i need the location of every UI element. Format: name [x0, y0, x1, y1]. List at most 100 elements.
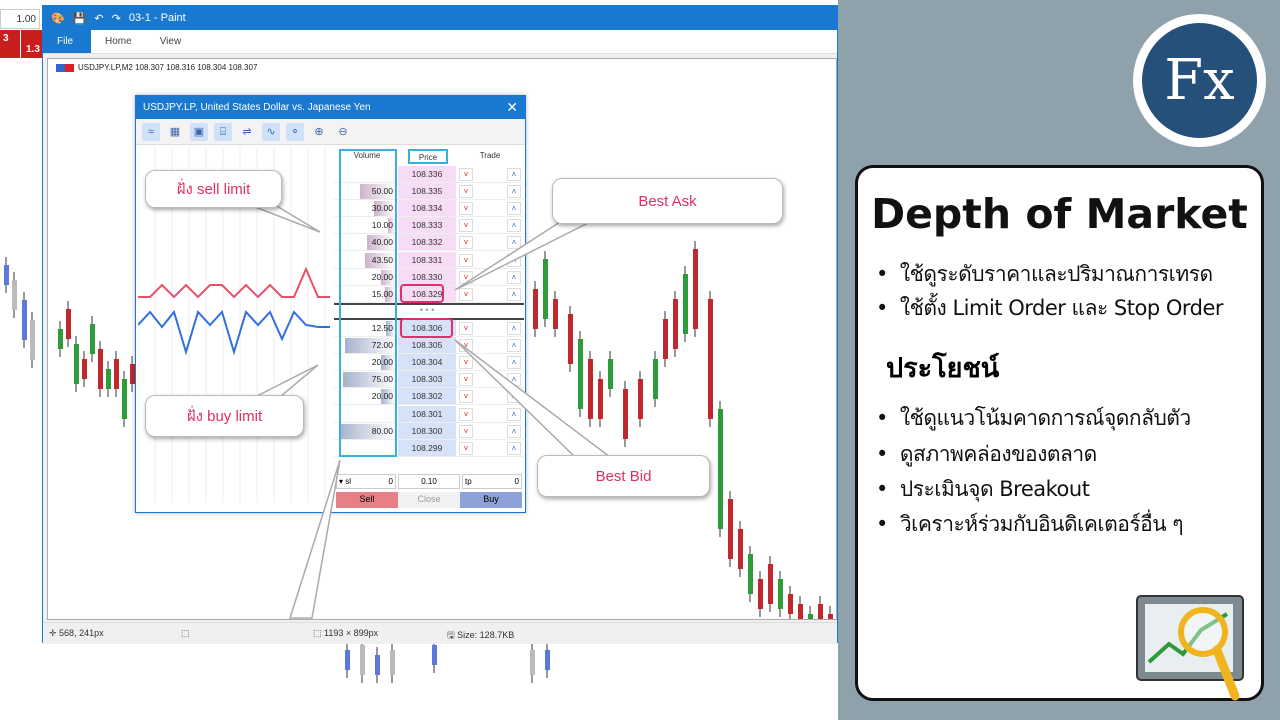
sell-limit-button[interactable]: ˅ — [459, 253, 473, 267]
sell-limit-button[interactable]: ˅ — [459, 287, 473, 301]
buy-button[interactable]: Buy — [460, 492, 522, 508]
candle — [12, 272, 17, 318]
volume-bar — [360, 184, 395, 200]
price-cell: 108.304 — [398, 354, 456, 371]
zoom-out-icon[interactable]: ⊖ — [338, 125, 348, 138]
close-button[interactable]: ✕ — [506, 99, 518, 115]
tab-home[interactable]: Home — [105, 36, 132, 47]
redo-icon[interactable]: ↷ — [111, 12, 121, 25]
table-clock-icon[interactable]: ▦ — [169, 125, 181, 138]
candle — [122, 371, 127, 427]
sell-button[interactable]: Sell — [336, 492, 398, 508]
buy-limit-button[interactable]: ˄ — [507, 322, 521, 335]
buy-limit-button[interactable]: ˄ — [507, 441, 521, 455]
buy-limit-button[interactable]: ˄ — [507, 407, 521, 421]
chart-symbol-info: USDJPY.LP,M2 108.307 108.316 108.304 108… — [78, 63, 258, 72]
buy-limit-button[interactable]: ˄ — [507, 424, 521, 438]
chart-icon[interactable]: ≈ — [142, 122, 160, 141]
ask-row: 108.336 ˅ ˄ — [334, 166, 524, 183]
tab-file[interactable]: File — [43, 30, 91, 53]
buy-limit-button[interactable]: ˄ — [507, 287, 521, 301]
candle — [345, 642, 350, 678]
candle — [106, 361, 111, 397]
buy-limit-button[interactable]: ˄ — [507, 356, 521, 370]
volume-cell: 20.00 — [339, 354, 395, 371]
tab-view[interactable]: View — [159, 36, 182, 47]
buy-limit-button[interactable]: ˄ — [507, 168, 521, 181]
sell-limit-button[interactable]: ˅ — [459, 407, 473, 421]
bid-row: 20.00 108.304 ˅ ˄ — [334, 354, 524, 372]
candle — [778, 571, 783, 617]
bubbles-icon[interactable]: ⚬ — [286, 122, 304, 141]
sell-limit-button[interactable]: ˅ — [459, 356, 473, 370]
buy-limit-button[interactable]: ˄ — [507, 270, 521, 284]
price-tile[interactable]: 3 — [0, 30, 20, 58]
candle — [66, 301, 71, 347]
order-book-table: Volume Price Trade 108.336 ˅ ˄ 50.00 108.… — [334, 147, 524, 511]
sell-limit-button[interactable]: ˅ — [459, 339, 473, 353]
volume-cell: 72.00 — [339, 337, 395, 354]
price-cell: 108.301 — [398, 405, 456, 422]
candle — [4, 257, 9, 293]
sell-limit-callout: ฝั่ง sell limit — [145, 170, 282, 208]
sell-limit-button[interactable]: ˅ — [459, 441, 473, 455]
sell-limit-button[interactable]: ˅ — [459, 390, 473, 404]
sell-limit-button[interactable]: ˅ — [459, 373, 473, 387]
volume-cell: 20.00 — [339, 269, 395, 285]
volume-header: Volume — [353, 151, 381, 160]
lot-input[interactable]: 1.00 — [0, 9, 40, 29]
sell-limit-button[interactable]: ˅ — [459, 322, 473, 335]
sell-limit-button[interactable]: ˅ — [459, 185, 473, 199]
volume-stepper[interactable]: 0.10 — [398, 473, 460, 489]
best-ask-highlight — [400, 284, 444, 303]
undo-icon[interactable]: ↶ — [94, 12, 104, 25]
price-cell: 108.302 — [398, 388, 456, 405]
bullet-item: ใช้ตั้ง Limit Order และ Stop Order — [876, 292, 1224, 325]
candle — [738, 521, 743, 577]
price-header: Price — [408, 149, 448, 164]
save-icon[interactable]: 💾 — [72, 12, 87, 25]
buy-limit-button[interactable]: ˄ — [507, 339, 521, 353]
sell-limit-button[interactable]: ˅ — [459, 219, 473, 233]
buy-limit-button[interactable]: ˄ — [507, 202, 521, 216]
price-cell: 108.305 — [398, 337, 456, 354]
candle — [638, 371, 643, 427]
benefit-item: ประเมินจุด Breakout — [876, 473, 1090, 506]
candle — [114, 351, 119, 397]
candle — [708, 291, 713, 427]
sell-limit-button[interactable]: ˅ — [459, 202, 473, 216]
candle — [673, 291, 678, 357]
buy-limit-button[interactable]: ˄ — [507, 185, 521, 199]
sell-limit-button[interactable]: ˅ — [459, 236, 473, 250]
sell-limit-button[interactable]: ˅ — [459, 424, 473, 438]
buy-limit-button[interactable]: ˄ — [507, 236, 521, 250]
zoom-in-icon[interactable]: ⊕ — [314, 125, 324, 138]
background-chart — [4, 257, 550, 683]
tick-chart-icon[interactable]: ∿ — [262, 122, 280, 141]
fx-logo: Fx — [1133, 14, 1266, 147]
buy-limit-callout: ฝั่ง buy limit — [145, 395, 304, 437]
tp-stepper[interactable]: tp 0 — [462, 473, 522, 489]
price-tile[interactable]: 1.3 — [21, 30, 42, 58]
candle — [768, 556, 773, 612]
status-bar: ✛ 568, 241px ⬚ ⬚ 1193 × 899px 🖫 Size: 12… — [43, 622, 837, 644]
image-icon[interactable]: ▣ — [190, 122, 208, 141]
callout-pointers — [249, 204, 613, 619]
sell-limit-button[interactable]: ˅ — [459, 168, 473, 181]
bid-row: 72.00 108.305 ˅ ˄ — [334, 337, 524, 355]
close-position-button[interactable]: Close — [398, 492, 460, 508]
volume-bar — [374, 201, 395, 217]
candle — [588, 351, 593, 427]
volume-bar — [367, 235, 395, 251]
cylinder-icon[interactable]: ⌸ — [214, 122, 232, 141]
candle — [653, 351, 658, 407]
depth-of-market-window: USDJPY.LP, United States Dollar vs. Japa… — [135, 95, 526, 513]
window-title: 03-1 - Paint — [128, 12, 186, 24]
spread-marker: • • • — [419, 305, 435, 315]
levels-icon[interactable]: ⇌ — [242, 125, 252, 138]
bid-row: 108.299 ˅ ˄ — [334, 439, 524, 457]
buy-limit-button[interactable]: ˄ — [507, 219, 521, 233]
candle — [683, 266, 688, 342]
candle — [623, 381, 628, 447]
candle — [553, 291, 558, 337]
